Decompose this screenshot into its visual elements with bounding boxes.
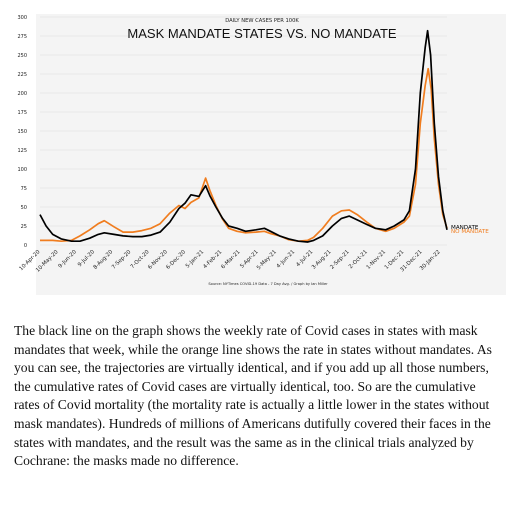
gridlines	[40, 16, 447, 246]
chart-source: Source: NYTimes COVID-19 Data - 7 Day Av…	[208, 282, 328, 286]
no-mandate-series-label: NO MANDATE	[451, 229, 489, 235]
y-tick-label: 300	[17, 15, 27, 21]
mandate-series-line	[39, 29, 448, 243]
y-tick-label: 225	[17, 72, 27, 78]
chart-subtitle: DAILY NEW CASES PER 100K	[225, 18, 299, 24]
y-tick-label: 25	[21, 224, 27, 230]
y-tick-label: 75	[21, 186, 27, 192]
y-tick-label: 0	[24, 243, 27, 249]
series-lines	[39, 29, 448, 243]
article-paragraph: The black line on the graph shows the we…	[14, 323, 492, 469]
chart-title: MASK MANDATE STATES VS. NO MANDATE	[127, 26, 397, 41]
y-tick-label: 50	[21, 205, 27, 211]
mandate-series-label: MANDATE	[451, 225, 479, 231]
y-tick-label: 275	[17, 34, 27, 40]
y-axis-ticks: 0 25 50 75 100 125 150 175 200 225 250 275 300	[17, 15, 27, 249]
y-tick-label: 150	[17, 129, 27, 135]
y-tick-label: 250	[17, 53, 27, 59]
chart-figure: 0 25 50 75 100 125 150 175 200 225 250 275 300 10-Ap…	[17, 14, 506, 295]
chart-frame	[36, 14, 506, 295]
no-mandate-series-line	[40, 67, 448, 243]
y-tick-label: 125	[17, 148, 27, 154]
y-tick-label: 175	[17, 110, 27, 116]
y-tick-label: 200	[17, 91, 27, 97]
y-tick-label: 100	[17, 167, 27, 173]
